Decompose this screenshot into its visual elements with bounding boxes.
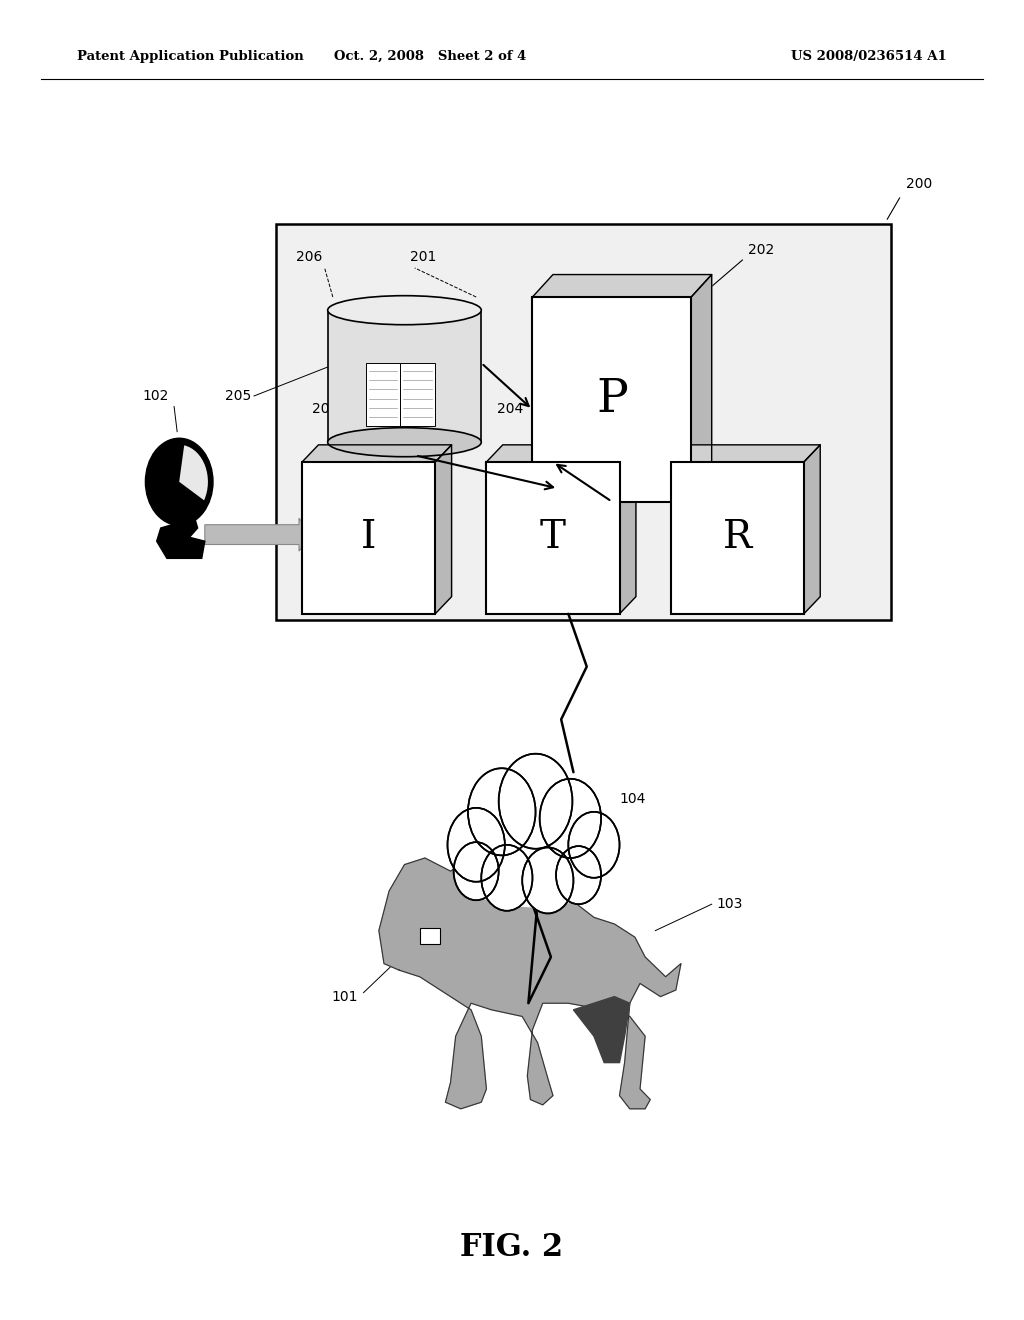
Circle shape (556, 846, 601, 904)
Text: 205: 205 (224, 389, 251, 403)
Circle shape (447, 808, 505, 882)
Text: P: P (596, 376, 628, 422)
Polygon shape (620, 445, 636, 614)
Text: T: T (540, 519, 566, 557)
Circle shape (540, 779, 601, 858)
Text: 104: 104 (620, 792, 646, 805)
Text: Patent Application Publication: Patent Application Publication (77, 50, 303, 63)
Polygon shape (804, 445, 820, 614)
Circle shape (499, 754, 572, 849)
Text: 102: 102 (142, 388, 169, 403)
Text: Oct. 2, 2008   Sheet 2 of 4: Oct. 2, 2008 Sheet 2 of 4 (334, 50, 526, 63)
Polygon shape (379, 845, 681, 1109)
Polygon shape (486, 445, 636, 462)
Circle shape (145, 438, 213, 525)
Text: FIG. 2: FIG. 2 (461, 1232, 563, 1263)
Circle shape (522, 847, 573, 913)
Circle shape (481, 845, 532, 911)
Bar (532, 297, 691, 502)
Polygon shape (435, 445, 452, 614)
Bar (420, 928, 440, 944)
Bar (400, 363, 435, 426)
Bar (486, 462, 620, 614)
Polygon shape (157, 517, 205, 558)
Circle shape (468, 768, 536, 855)
Bar (328, 310, 481, 442)
FancyArrow shape (205, 519, 311, 552)
Bar (366, 363, 400, 426)
Text: 202: 202 (748, 243, 774, 257)
Text: 103: 103 (717, 898, 743, 911)
Polygon shape (671, 445, 820, 462)
Text: 203: 203 (312, 401, 339, 416)
Text: 101: 101 (332, 990, 358, 1003)
Bar (276, 224, 891, 620)
Polygon shape (532, 275, 712, 297)
Text: 207: 207 (681, 401, 708, 416)
Polygon shape (497, 845, 522, 871)
Text: 206: 206 (296, 249, 323, 264)
Ellipse shape (328, 428, 481, 457)
Polygon shape (691, 275, 712, 502)
Wedge shape (179, 445, 208, 500)
Text: 201: 201 (410, 249, 436, 264)
Bar (671, 462, 804, 614)
Ellipse shape (328, 296, 481, 325)
Text: 204: 204 (497, 401, 523, 416)
Circle shape (568, 812, 620, 878)
Text: I: I (360, 519, 377, 557)
Text: R: R (723, 519, 752, 557)
Polygon shape (302, 445, 452, 462)
Text: 200: 200 (906, 177, 933, 191)
Polygon shape (452, 760, 615, 908)
Circle shape (454, 842, 499, 900)
Bar (302, 462, 435, 614)
Text: US 2008/0236514 A1: US 2008/0236514 A1 (792, 50, 947, 63)
Polygon shape (573, 997, 630, 1063)
